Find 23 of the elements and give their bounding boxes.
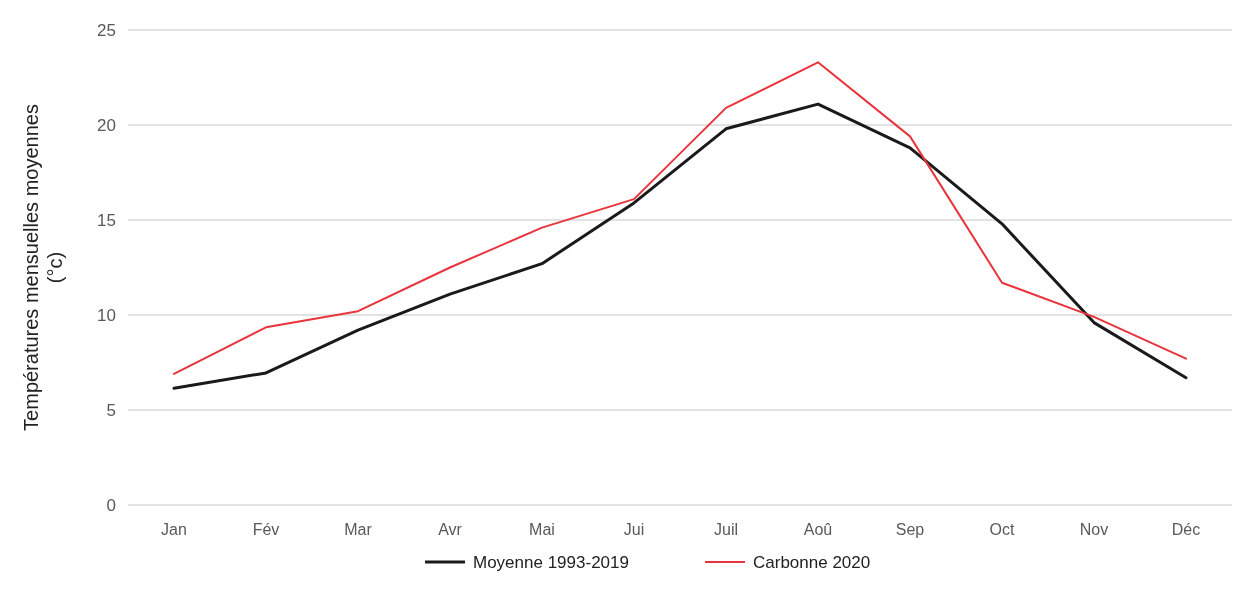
x-tick-label: Déc: [1171, 521, 1201, 538]
x-tick-label: Jui: [623, 521, 645, 538]
x-tick-label: Mar: [344, 521, 373, 538]
x-tick-label: Juil: [713, 521, 739, 538]
line-series: [172, 102, 1188, 390]
x-tick-label: Aoû: [803, 521, 833, 538]
y-tick-label: 5: [106, 400, 116, 420]
y-tick-label: 15: [97, 210, 116, 230]
y-tick-label: 20: [97, 115, 116, 135]
x-tick-label: Jan: [161, 521, 187, 538]
x-tick-label: Nov: [1079, 521, 1109, 538]
y-tick-label: 0: [106, 495, 116, 515]
y-tick-label: 10: [97, 305, 116, 325]
x-tick-label: Mai: [529, 521, 555, 538]
x-tick-label: Oct: [989, 521, 1015, 538]
y-tick-label: 25: [97, 20, 116, 40]
legend-label: Carbonne 2020: [753, 552, 871, 572]
y-axis-title: Températures mensuelles moyennes (°c): [20, 104, 66, 431]
line-series: [173, 61, 1187, 375]
x-tick-label: Fév: [252, 521, 280, 538]
legend-label: Moyenne 1993-2019: [473, 552, 629, 572]
x-tick-label: Sep: [895, 521, 925, 538]
x-tick-label: Avr: [438, 521, 463, 538]
